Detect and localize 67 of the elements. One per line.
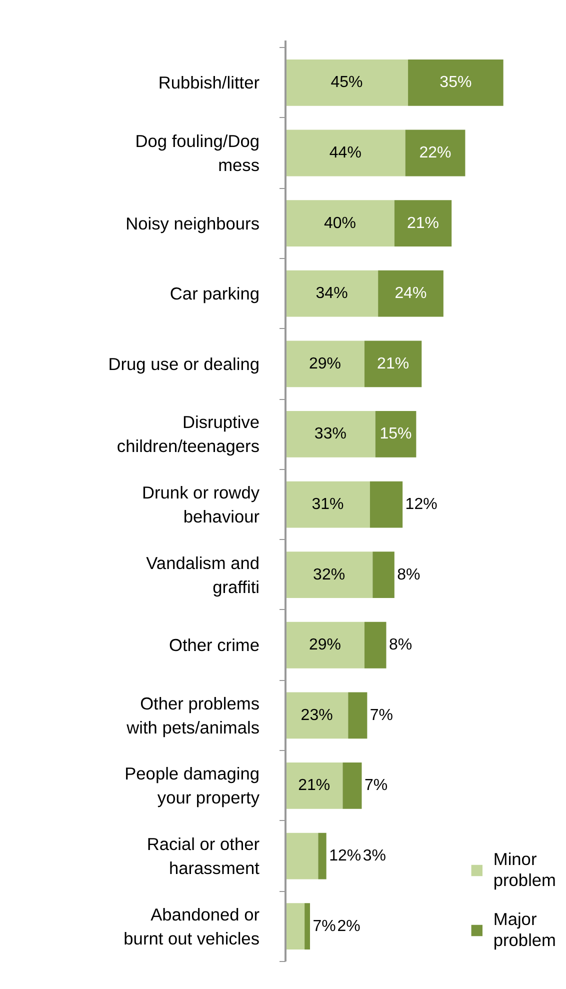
data-label: 32% (313, 566, 346, 584)
data-label: 34% (316, 285, 348, 302)
data-label: 12% (405, 496, 438, 514)
data-label: 8% (397, 566, 420, 584)
y-tick-label: Disruptive children/teenagers (116, 412, 260, 456)
data-label: 22% (419, 144, 452, 162)
data-label: 29% (308, 355, 341, 372)
y-tick-label: Drunk or rowdy behaviour (142, 482, 260, 527)
data-label: 3% (362, 848, 386, 865)
bar (370, 481, 403, 528)
bar (378, 270, 444, 317)
legend-label: Minor problem (493, 849, 556, 891)
data-label: 45% (330, 74, 363, 92)
bar (342, 762, 362, 809)
bar (286, 59, 408, 106)
bar (318, 832, 326, 880)
y-tick-label: Racial or other harassment (146, 834, 260, 878)
bar (405, 130, 466, 176)
bar (364, 340, 422, 388)
data-label: 40% (324, 214, 356, 232)
data-label: 7% (370, 706, 394, 724)
data-label: 33% (314, 426, 346, 443)
bar (286, 270, 378, 317)
bar (286, 762, 343, 809)
bar (375, 411, 416, 458)
bar (286, 552, 373, 598)
y-tick-label: Other crime (168, 635, 260, 656)
bar (286, 411, 376, 458)
y-tick-label: People damaging your property (124, 764, 260, 808)
legend-label: Major problem (493, 909, 556, 951)
y-tick-label: Abandoned or burnt out vehicles (124, 904, 260, 948)
bar (286, 832, 318, 880)
y-tick-label: Vandalism and graffiti (146, 552, 260, 597)
data-label: 35% (440, 74, 472, 92)
data-label: 23% (300, 706, 333, 724)
data-label: 29% (308, 636, 341, 654)
bar (304, 903, 310, 950)
bar (348, 692, 368, 739)
data-label: 44% (329, 144, 362, 162)
data-label: 21% (377, 355, 410, 372)
y-tick-label: Rubbish/litter (158, 72, 260, 93)
data-label: 8% (388, 636, 412, 654)
data-label: 21% (406, 214, 440, 232)
bar (394, 200, 452, 246)
y-tick-label: Noisy neighbours (126, 213, 260, 234)
data-label: 2% (337, 918, 360, 935)
bar (286, 481, 370, 528)
bar (286, 340, 364, 388)
y-tick-label: Other problems with pets/animals (126, 693, 260, 738)
bar (286, 622, 364, 668)
bar (408, 59, 504, 106)
bar (286, 692, 348, 739)
data-label: 12% (329, 848, 362, 865)
y-tick-label: Drug use or dealing (108, 354, 260, 374)
bar (364, 622, 386, 668)
data-label: 7% (364, 777, 388, 794)
data-label: 21% (298, 777, 330, 794)
bar (372, 552, 394, 598)
data-label: 15% (380, 426, 412, 443)
data-label: 24% (394, 285, 427, 302)
bar (286, 200, 394, 246)
y-tick-label: Dog fouling/Dog mess (135, 130, 260, 175)
data-label: 31% (312, 496, 344, 514)
y-tick-label: Car parking (170, 284, 260, 304)
bar (286, 130, 406, 176)
data-label: 7% (312, 918, 336, 935)
bar (286, 903, 305, 950)
